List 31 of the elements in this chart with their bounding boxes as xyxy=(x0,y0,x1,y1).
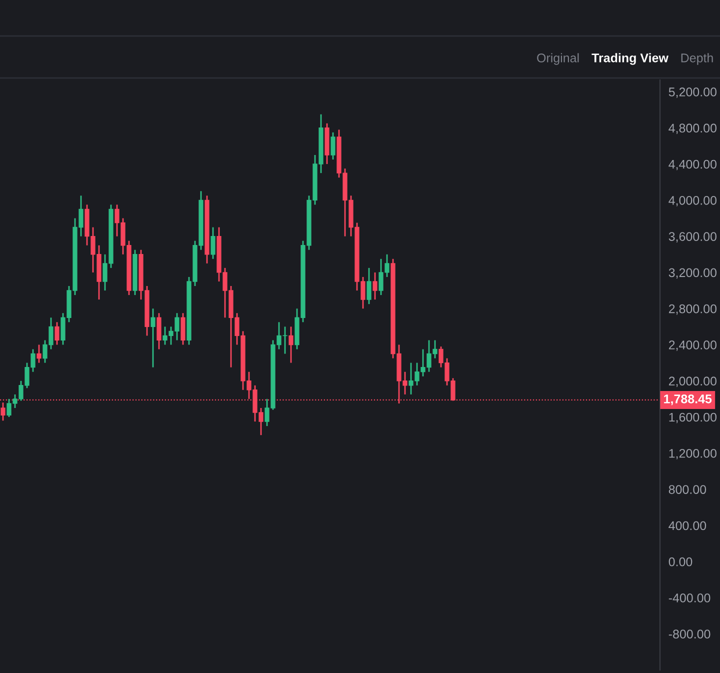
candlestick xyxy=(330,132,336,160)
y-tick-label: 800.00 xyxy=(668,485,706,494)
candlestick xyxy=(366,267,372,305)
y-tick-label: 2,800.00 xyxy=(668,304,716,315)
y-tick-label: 4,000.00 xyxy=(668,196,716,206)
candlestick xyxy=(54,321,60,346)
candlestick xyxy=(156,312,162,350)
candlestick xyxy=(372,272,378,300)
y-tick-label: 3,600.00 xyxy=(668,232,716,242)
y-tick-label: 0.00 xyxy=(668,557,692,566)
y-tick-label: -400.00 xyxy=(668,594,710,602)
candlestick xyxy=(0,402,6,422)
candlestick xyxy=(210,226,216,260)
y-tick-label: 1,600.00 xyxy=(669,412,716,424)
candlestick xyxy=(36,344,42,364)
y-tick-label: 4,400.00 xyxy=(668,160,716,170)
y-tick-label: -800.00 xyxy=(668,630,710,639)
candlestick xyxy=(150,308,156,368)
y-tick-label: 2,400.00 xyxy=(668,340,716,351)
text: Depth xyxy=(681,53,713,65)
y-tick-label: 400.00 xyxy=(668,521,706,530)
candlestick xyxy=(288,326,294,364)
y-tick-label: 3,200.00 xyxy=(668,268,716,279)
text: Trading View xyxy=(592,53,668,65)
y-tick-label: 4,800.00 xyxy=(668,124,716,134)
y-tick-label: 1,200.00 xyxy=(669,448,716,460)
y-tick-label: 5,200.00 xyxy=(668,88,716,98)
text: Original xyxy=(537,53,579,65)
ref-line-label: 1,788.45 xyxy=(664,394,712,406)
y-tick-label: 2,000.00 xyxy=(668,376,716,387)
candlestick xyxy=(180,312,186,346)
